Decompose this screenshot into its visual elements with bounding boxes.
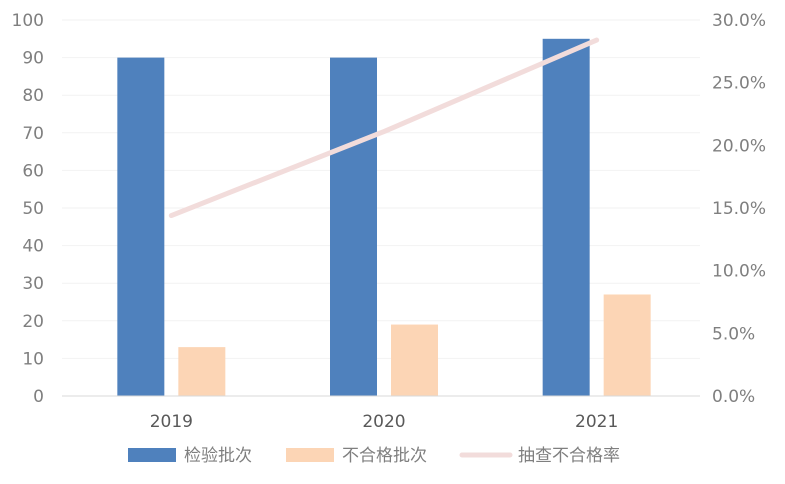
legend-label-0: 检验批次 <box>184 446 252 466</box>
bar-inspected-2021 <box>542 38 590 397</box>
left-tick-label: 70 <box>22 124 44 144</box>
right-tick-label: 15.0% <box>712 199 766 219</box>
left-tick-label: 60 <box>22 161 44 181</box>
x-tick-label: 2020 <box>362 412 405 432</box>
right-tick-label: 25.0% <box>712 74 766 94</box>
left-tick-label: 10 <box>22 349 44 369</box>
right-tick-label: 5.0% <box>712 324 755 344</box>
x-tick-label: 2019 <box>150 412 193 432</box>
x-axis-ticks: 2019 2020 2021 <box>150 412 619 432</box>
bar-unqualified-2019 <box>178 347 226 396</box>
legend-swatch-1 <box>286 448 334 462</box>
legend-label-1: 不合格批次 <box>342 446 427 466</box>
right-tick-label: 30.0% <box>712 11 766 31</box>
legend-swatch-0 <box>128 448 176 462</box>
bar-unqualified-2020 <box>391 324 438 396</box>
gridlines <box>62 19 700 359</box>
rate-line-path <box>168 37 600 219</box>
rate-line <box>168 37 600 219</box>
bars <box>117 38 651 397</box>
right-tick-label: 20.0% <box>712 136 766 156</box>
left-tick-label: 90 <box>22 49 44 69</box>
left-tick-label: 100 <box>12 11 44 31</box>
legend: 检验批次 不合格批次 抽查不合格率 <box>128 446 620 466</box>
left-tick-label: 30 <box>22 274 44 294</box>
right-tick-label: 0.0% <box>712 387 755 407</box>
left-tick-label: 50 <box>22 199 44 219</box>
right-tick-label: 10.0% <box>712 262 766 282</box>
left-tick-label: 40 <box>22 237 44 257</box>
legend-label-2: 抽查不合格率 <box>518 446 620 466</box>
bar-inspected-2019 <box>117 57 165 396</box>
left-tick-label: 0 <box>33 387 44 407</box>
left-tick-label: 80 <box>22 86 44 106</box>
bar-inspected-2020 <box>330 57 377 396</box>
left-tick-label: 20 <box>22 312 44 332</box>
bar-unqualified-2021 <box>603 294 651 396</box>
x-tick-label: 2021 <box>575 412 618 432</box>
right-axis-ticks: 0.0% 5.0% 10.0% 15.0% 20.0% 25.0% 30.0% <box>712 11 766 407</box>
left-axis-ticks: 0 10 20 30 40 50 60 70 80 90 100 <box>12 11 44 407</box>
